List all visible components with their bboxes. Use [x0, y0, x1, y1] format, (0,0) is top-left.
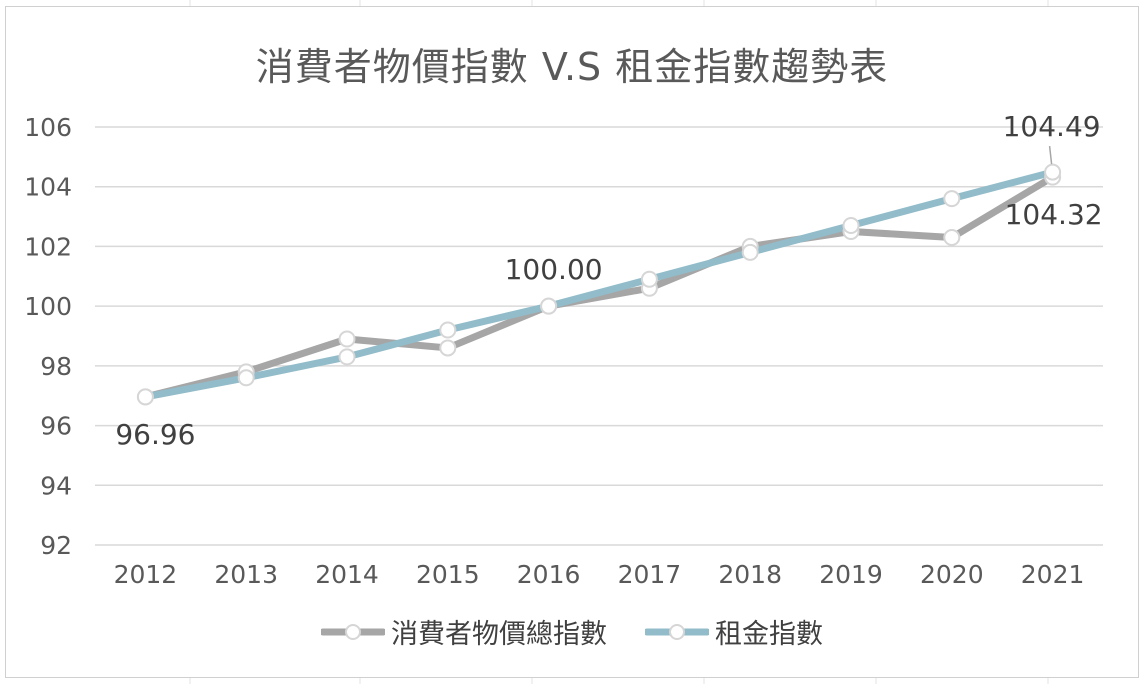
y-tick-label: 94: [40, 471, 72, 500]
legend-marker-rent: [645, 623, 709, 640]
x-tick-label: 2014: [315, 560, 379, 589]
legend-label-cpi: 消費者物價總指數: [391, 619, 607, 650]
legend-marker-cpi: [321, 623, 385, 640]
y-tick-label: 92: [40, 531, 72, 560]
data-label-2016: 100.00: [505, 253, 603, 286]
legend-label-rent: 租金指數: [715, 619, 823, 650]
data-point-1-2: [338, 348, 356, 366]
data-point-1-1: [237, 369, 255, 387]
x-tick-label: 2016: [517, 560, 581, 589]
x-tick-label: 2021: [1021, 560, 1085, 589]
y-tick-label: 100: [24, 292, 72, 321]
data-point-0-2: [338, 330, 356, 348]
x-tick-label: 2018: [718, 560, 782, 589]
x-tick-label: 2013: [214, 560, 278, 589]
x-tick-label: 2019: [819, 560, 883, 589]
data-point-1-9: [1044, 163, 1062, 181]
series-line-0: [141, 173, 1057, 401]
data-point-1-7: [842, 217, 860, 235]
data-label-2012: 96.96: [115, 418, 195, 451]
data-point-1-6: [741, 243, 759, 261]
y-tick-label: 106: [24, 113, 72, 142]
y-tick-label: 96: [40, 412, 72, 441]
chart-title: 消費者物價指數 V.S 租金指數趨勢表: [255, 45, 889, 89]
chart-area[interactable]: [5, 6, 1139, 678]
data-point-0-3: [439, 339, 457, 357]
x-tick-label: 2012: [114, 560, 178, 589]
legend-item-cpi[interactable]: 消費者物價總指數: [321, 612, 607, 651]
series-line-1: [141, 168, 1057, 401]
data-label-2021-cpi: 104.32: [1005, 198, 1103, 231]
y-tick-label: 102: [24, 232, 72, 261]
chart-legend: 消費者物價總指數 租金指數: [0, 612, 1144, 651]
data-point-1-0: [136, 388, 154, 406]
data-point-0-8: [943, 228, 961, 246]
y-tick-label: 104: [24, 173, 72, 202]
legend-item-rent[interactable]: 租金指數: [645, 612, 823, 651]
leader-line-2021: [1048, 146, 1053, 165]
data-point-1-3: [439, 321, 457, 339]
x-tick-label: 2015: [416, 560, 480, 589]
data-point-1-4: [540, 297, 558, 315]
data-point-1-8: [943, 190, 961, 208]
x-tick-label: 2020: [920, 560, 984, 589]
x-tick-label: 2017: [618, 560, 682, 589]
data-point-1-5: [640, 270, 658, 288]
data-label-2021-rent: 104.49: [1003, 110, 1101, 143]
y-tick-label: 98: [40, 352, 72, 381]
